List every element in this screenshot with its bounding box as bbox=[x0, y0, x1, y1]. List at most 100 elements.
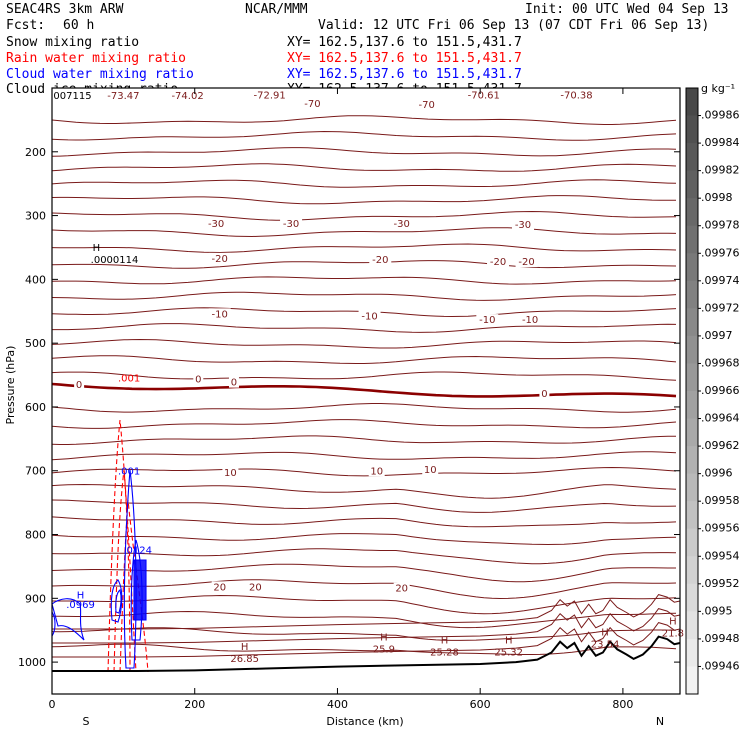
isotherm-label: 10 bbox=[424, 465, 437, 476]
colorbar-swatch bbox=[686, 418, 698, 447]
contour-label-bg bbox=[390, 217, 413, 229]
colorbar-swatch bbox=[686, 170, 698, 199]
surface-isotherm-line bbox=[52, 594, 681, 630]
y-tick-label: 300 bbox=[25, 210, 46, 223]
max-marker: H bbox=[241, 642, 249, 653]
isotherm-line bbox=[52, 610, 677, 629]
colorbar-label: .09978 bbox=[701, 219, 740, 232]
y-tick-label: 1000 bbox=[18, 656, 46, 669]
cloud-ice-label: 007115 bbox=[53, 91, 91, 102]
max-value-label: 25.32 bbox=[494, 648, 523, 659]
x-tick-label: 200 bbox=[184, 698, 205, 711]
cloud-water-max-marker: H bbox=[77, 590, 85, 601]
isotherm-line bbox=[51, 499, 677, 513]
contour-label-bg bbox=[556, 89, 597, 101]
contour-label-bg bbox=[208, 252, 231, 264]
contour-label-bg bbox=[280, 217, 303, 229]
colorbar-swatch bbox=[686, 611, 698, 640]
isotherm-label: -70 bbox=[418, 100, 434, 111]
colorbar-label: .09954 bbox=[701, 549, 740, 562]
isotherm-label: 0 bbox=[541, 389, 547, 400]
isotherm-line bbox=[51, 419, 677, 429]
isotherm-line bbox=[52, 323, 677, 333]
isotherm-label: 10 bbox=[370, 466, 383, 477]
isotherm-line bbox=[51, 451, 677, 461]
max-marker: H bbox=[380, 633, 388, 644]
colorbar-swatch bbox=[686, 88, 698, 117]
y-tick-label: 900 bbox=[25, 592, 46, 605]
contour-label-bg bbox=[463, 89, 504, 101]
isotherm-line bbox=[51, 579, 677, 600]
isotherm-label: -10 bbox=[522, 315, 538, 326]
isotherm-line bbox=[51, 115, 677, 125]
isotherm-line bbox=[51, 548, 677, 565]
cloud-water-label: .0969 bbox=[66, 600, 95, 611]
isotherm-label: -20 bbox=[518, 257, 534, 268]
valid-time: Valid: 12 UTC Fri 06 Sep 13 (07 CDT Fri … bbox=[318, 18, 709, 33]
y-tick-label: 600 bbox=[25, 401, 46, 414]
cloud-water-contour bbox=[110, 579, 123, 623]
x-end-label-right: N bbox=[656, 715, 664, 728]
isotherm-line bbox=[51, 260, 677, 269]
snow-max-marker: H bbox=[93, 243, 101, 254]
isotherm-line bbox=[51, 355, 677, 364]
colorbar-label: .09958 bbox=[701, 494, 740, 507]
isotherm-label: -30 bbox=[394, 219, 410, 230]
colorbar-swatch bbox=[686, 528, 698, 557]
isotherm-label: 0 bbox=[195, 374, 201, 385]
surface-isotherm-line bbox=[52, 608, 681, 644]
colorbar-swatch bbox=[686, 446, 698, 475]
field-name-rain: Rain water mixing ratio bbox=[6, 51, 186, 66]
isotherm-line bbox=[51, 163, 677, 172]
isotherm-line bbox=[51, 371, 677, 381]
isotherm-line bbox=[51, 243, 677, 254]
contour-label-bg bbox=[368, 465, 385, 477]
field-xy-snow: XY= 162.5,137.6 to 151.5,431.7 bbox=[287, 35, 522, 50]
colorbar-label: .09986 bbox=[701, 109, 740, 122]
colorbar-swatch bbox=[686, 666, 698, 695]
colorbar-swatch bbox=[686, 473, 698, 502]
contour-label-bg bbox=[422, 464, 439, 476]
colorbar-label: .09982 bbox=[701, 164, 740, 177]
forecast-value: 60 h bbox=[63, 18, 94, 33]
colorbar-label: .09964 bbox=[701, 412, 740, 425]
isotherm-line bbox=[51, 276, 677, 285]
contour-label-bg bbox=[208, 308, 231, 320]
isotherm-line bbox=[51, 435, 677, 445]
isotherm-label: -20 bbox=[490, 257, 506, 268]
contour-label-bg bbox=[247, 581, 264, 593]
colorbar-label: .0995 bbox=[701, 604, 733, 617]
colorbar-unit: g kg⁻¹ bbox=[701, 82, 735, 95]
isotherm-line bbox=[51, 627, 677, 641]
cloud-water-contour bbox=[51, 611, 56, 637]
isotherm-line bbox=[51, 533, 677, 546]
terrain-line bbox=[52, 635, 681, 672]
field-xy-rain: XY= 162.5,137.6 to 151.5,431.7 bbox=[287, 51, 522, 66]
isotherm-line bbox=[51, 563, 676, 583]
rain-label: .001 bbox=[118, 373, 140, 384]
x-axis-title: Distance (km) bbox=[326, 715, 403, 728]
contour-label-bg bbox=[205, 217, 228, 229]
isotherm-line bbox=[51, 338, 677, 349]
colorbar-label: .0997 bbox=[701, 329, 733, 342]
cloud-water-contour bbox=[115, 589, 122, 614]
y-tick-label: 800 bbox=[25, 529, 46, 542]
isotherm-label: -20 bbox=[372, 255, 388, 266]
colorbar-label: .09984 bbox=[701, 136, 740, 149]
contour-label-bg bbox=[539, 388, 550, 400]
colorbar-label: .09956 bbox=[701, 522, 740, 535]
contour-label-bg bbox=[249, 89, 290, 101]
colorbar: .09986 .09984 .09982 .0998 .09978 .09976 .0997… bbox=[685, 82, 740, 695]
isotherm-label: -30 bbox=[208, 219, 224, 230]
colorbar-label: .0996 bbox=[701, 467, 733, 480]
contour-label-bg bbox=[358, 310, 381, 322]
x-end-label-left: S bbox=[83, 715, 90, 728]
cloud-water-label: .0124 bbox=[123, 546, 152, 557]
colorbar-swatch bbox=[686, 638, 698, 667]
max-marker: H bbox=[505, 636, 513, 647]
contour-label-bg bbox=[393, 582, 410, 594]
y-tick-label: 200 bbox=[25, 146, 46, 159]
contour-label-bg bbox=[228, 376, 239, 388]
